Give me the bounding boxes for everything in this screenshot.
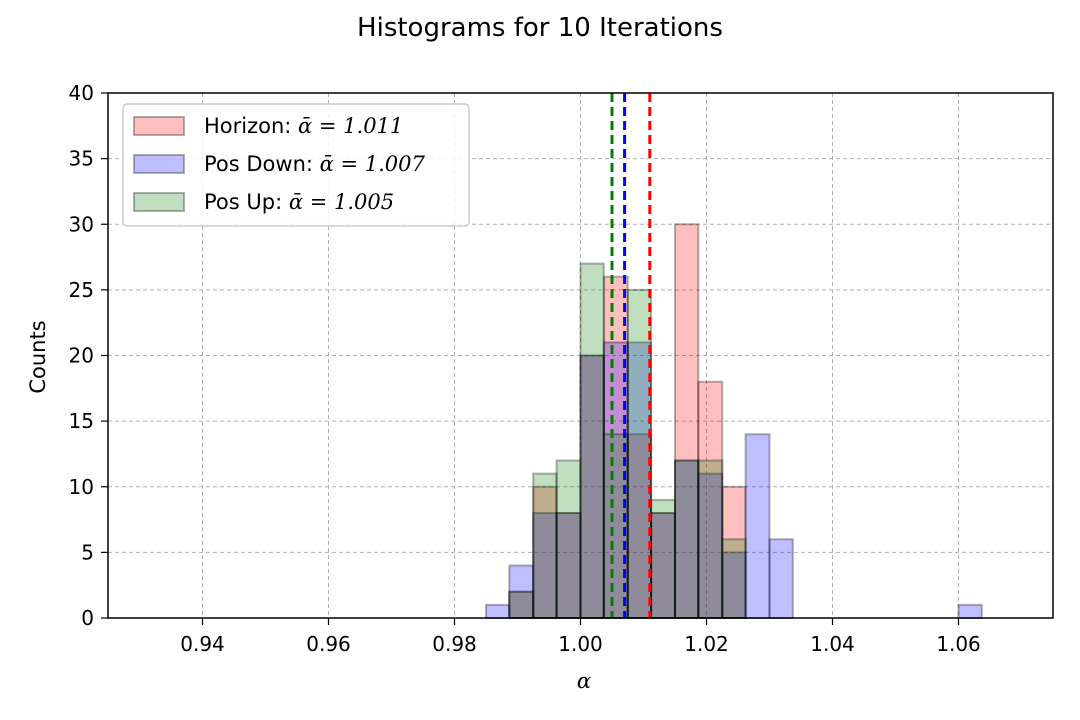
legend-label-horizon: Horizon: ᾱ = 1.011 [204, 114, 403, 138]
x-tick-label: 0.96 [306, 632, 351, 656]
y-tick-label: 35 [69, 147, 94, 171]
x-axis-label: α [577, 669, 591, 693]
x-tick-label: 1.04 [810, 632, 855, 656]
bar-pos-up [650, 498, 676, 619]
x-tick-label: 1.02 [684, 632, 729, 656]
legend-label-pos-down: Pos Down: ᾱ = 1.007 [204, 152, 426, 176]
chart-title: Histograms for 10 Iterations [357, 13, 723, 43]
x-tick-label: 1.00 [558, 632, 603, 656]
grid [108, 93, 1053, 618]
y-tick-label: 5 [81, 540, 94, 564]
bar-pos-up [579, 262, 605, 619]
bar-pos-up [532, 472, 558, 619]
y-tick-label: 25 [69, 278, 94, 302]
y-tick-label: 15 [69, 409, 94, 433]
bar-pos-up [626, 288, 653, 619]
axis-ticks: 0.94 0.96 0.98 1.00 1.02 1.04 1.06 0 5 10 15 20 25 30… [69, 81, 981, 656]
legend-swatch-pos-up [133, 192, 185, 212]
x-tick-label: 0.98 [432, 632, 477, 656]
y-axis-label: Counts [26, 320, 50, 393]
series-pos-down [485, 341, 983, 619]
legend-swatch-pos-down [133, 154, 185, 174]
x-tick-label: 0.94 [180, 632, 225, 656]
legend-swatch-horizon [133, 116, 185, 136]
bar-pos-down [744, 433, 771, 619]
y-tick-label: 10 [69, 475, 94, 499]
mean-lines [610, 93, 652, 618]
y-tick-label: 20 [69, 344, 94, 368]
x-tick-label: 1.06 [936, 632, 981, 656]
legend: Horizon: ᾱ = 1.011 Pos Down: ᾱ = 1.007 Pos… [122, 103, 470, 227]
bar-pos-up [721, 538, 747, 619]
bar-pos-up [508, 590, 535, 619]
y-tick-label: 40 [69, 81, 94, 105]
y-tick-label: 30 [69, 212, 94, 236]
y-tick-label: 0 [81, 606, 94, 630]
legend-box [122, 103, 470, 227]
bar-pos-up [555, 459, 582, 619]
bar-pos-up [697, 459, 724, 619]
bar-pos-down [957, 603, 983, 619]
bar-pos-up [674, 459, 700, 619]
bar-pos-down [768, 538, 794, 619]
bar-pos-down [485, 603, 511, 619]
legend-label-pos-up: Pos Up: ᾱ = 1.005 [204, 190, 394, 214]
